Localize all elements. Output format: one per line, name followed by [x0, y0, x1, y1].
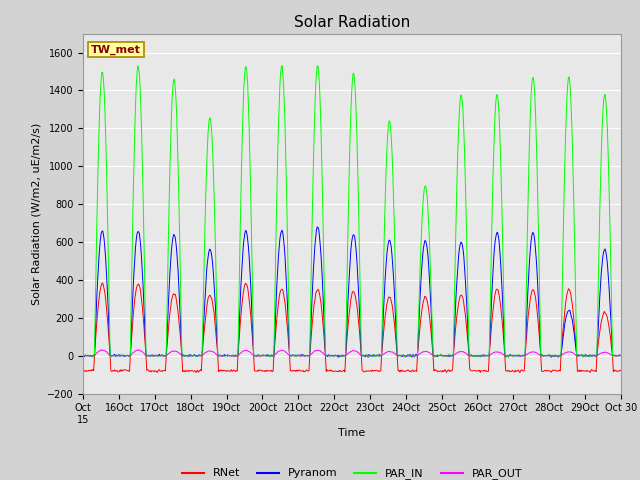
PAR_IN: [278, 63, 286, 69]
RNet: [200, 334, 207, 340]
Line: PAR_OUT: PAR_OUT: [83, 350, 621, 356]
Pyranom: [227, 353, 235, 359]
PAR_IN: [199, 318, 207, 324]
Title: Solar Radiation: Solar Radiation: [294, 15, 410, 30]
RNet: [617, 368, 625, 373]
Pyranom: [419, 253, 426, 259]
PAR_OUT: [419, 349, 426, 355]
Pyranom: [79, 353, 87, 359]
PAR_IN: [434, 352, 442, 358]
RNet: [145, 368, 153, 374]
Pyranom: [617, 352, 625, 358]
RNet: [516, 370, 524, 375]
PAR_IN: [227, 353, 235, 359]
RNet: [79, 368, 87, 373]
Pyranom: [314, 224, 321, 230]
Y-axis label: Solar Radiation (W/m2, uE/m2/s): Solar Radiation (W/m2, uE/m2/s): [31, 122, 42, 305]
PAR_IN: [418, 219, 426, 225]
PAR_OUT: [200, 351, 207, 357]
Line: Pyranom: Pyranom: [83, 227, 621, 357]
Pyranom: [145, 353, 152, 359]
Legend: RNet, Pyranom, PAR_IN, PAR_OUT: RNet, Pyranom, PAR_IN, PAR_OUT: [177, 464, 527, 480]
PAR_IN: [89, 354, 97, 360]
RNet: [418, 307, 426, 313]
RNet: [89, 367, 97, 372]
PAR_IN: [79, 352, 87, 358]
PAR_IN: [617, 353, 625, 359]
Line: PAR_IN: PAR_IN: [83, 66, 621, 357]
RNet: [228, 369, 236, 374]
Pyranom: [364, 354, 372, 360]
RNet: [434, 369, 442, 375]
PAR_OUT: [89, 353, 97, 359]
Pyranom: [89, 354, 97, 360]
X-axis label: Time: Time: [339, 428, 365, 438]
Pyranom: [199, 336, 207, 341]
PAR_OUT: [376, 353, 383, 359]
PAR_OUT: [228, 353, 236, 359]
Pyranom: [435, 353, 442, 359]
PAR_OUT: [617, 353, 625, 359]
PAR_IN: [579, 354, 586, 360]
PAR_OUT: [435, 353, 442, 359]
Text: TW_met: TW_met: [92, 44, 141, 55]
PAR_OUT: [79, 353, 87, 359]
PAR_OUT: [98, 347, 106, 353]
Line: RNet: RNet: [83, 283, 621, 372]
PAR_OUT: [145, 353, 153, 359]
PAR_IN: [145, 353, 152, 359]
RNet: [99, 280, 106, 286]
